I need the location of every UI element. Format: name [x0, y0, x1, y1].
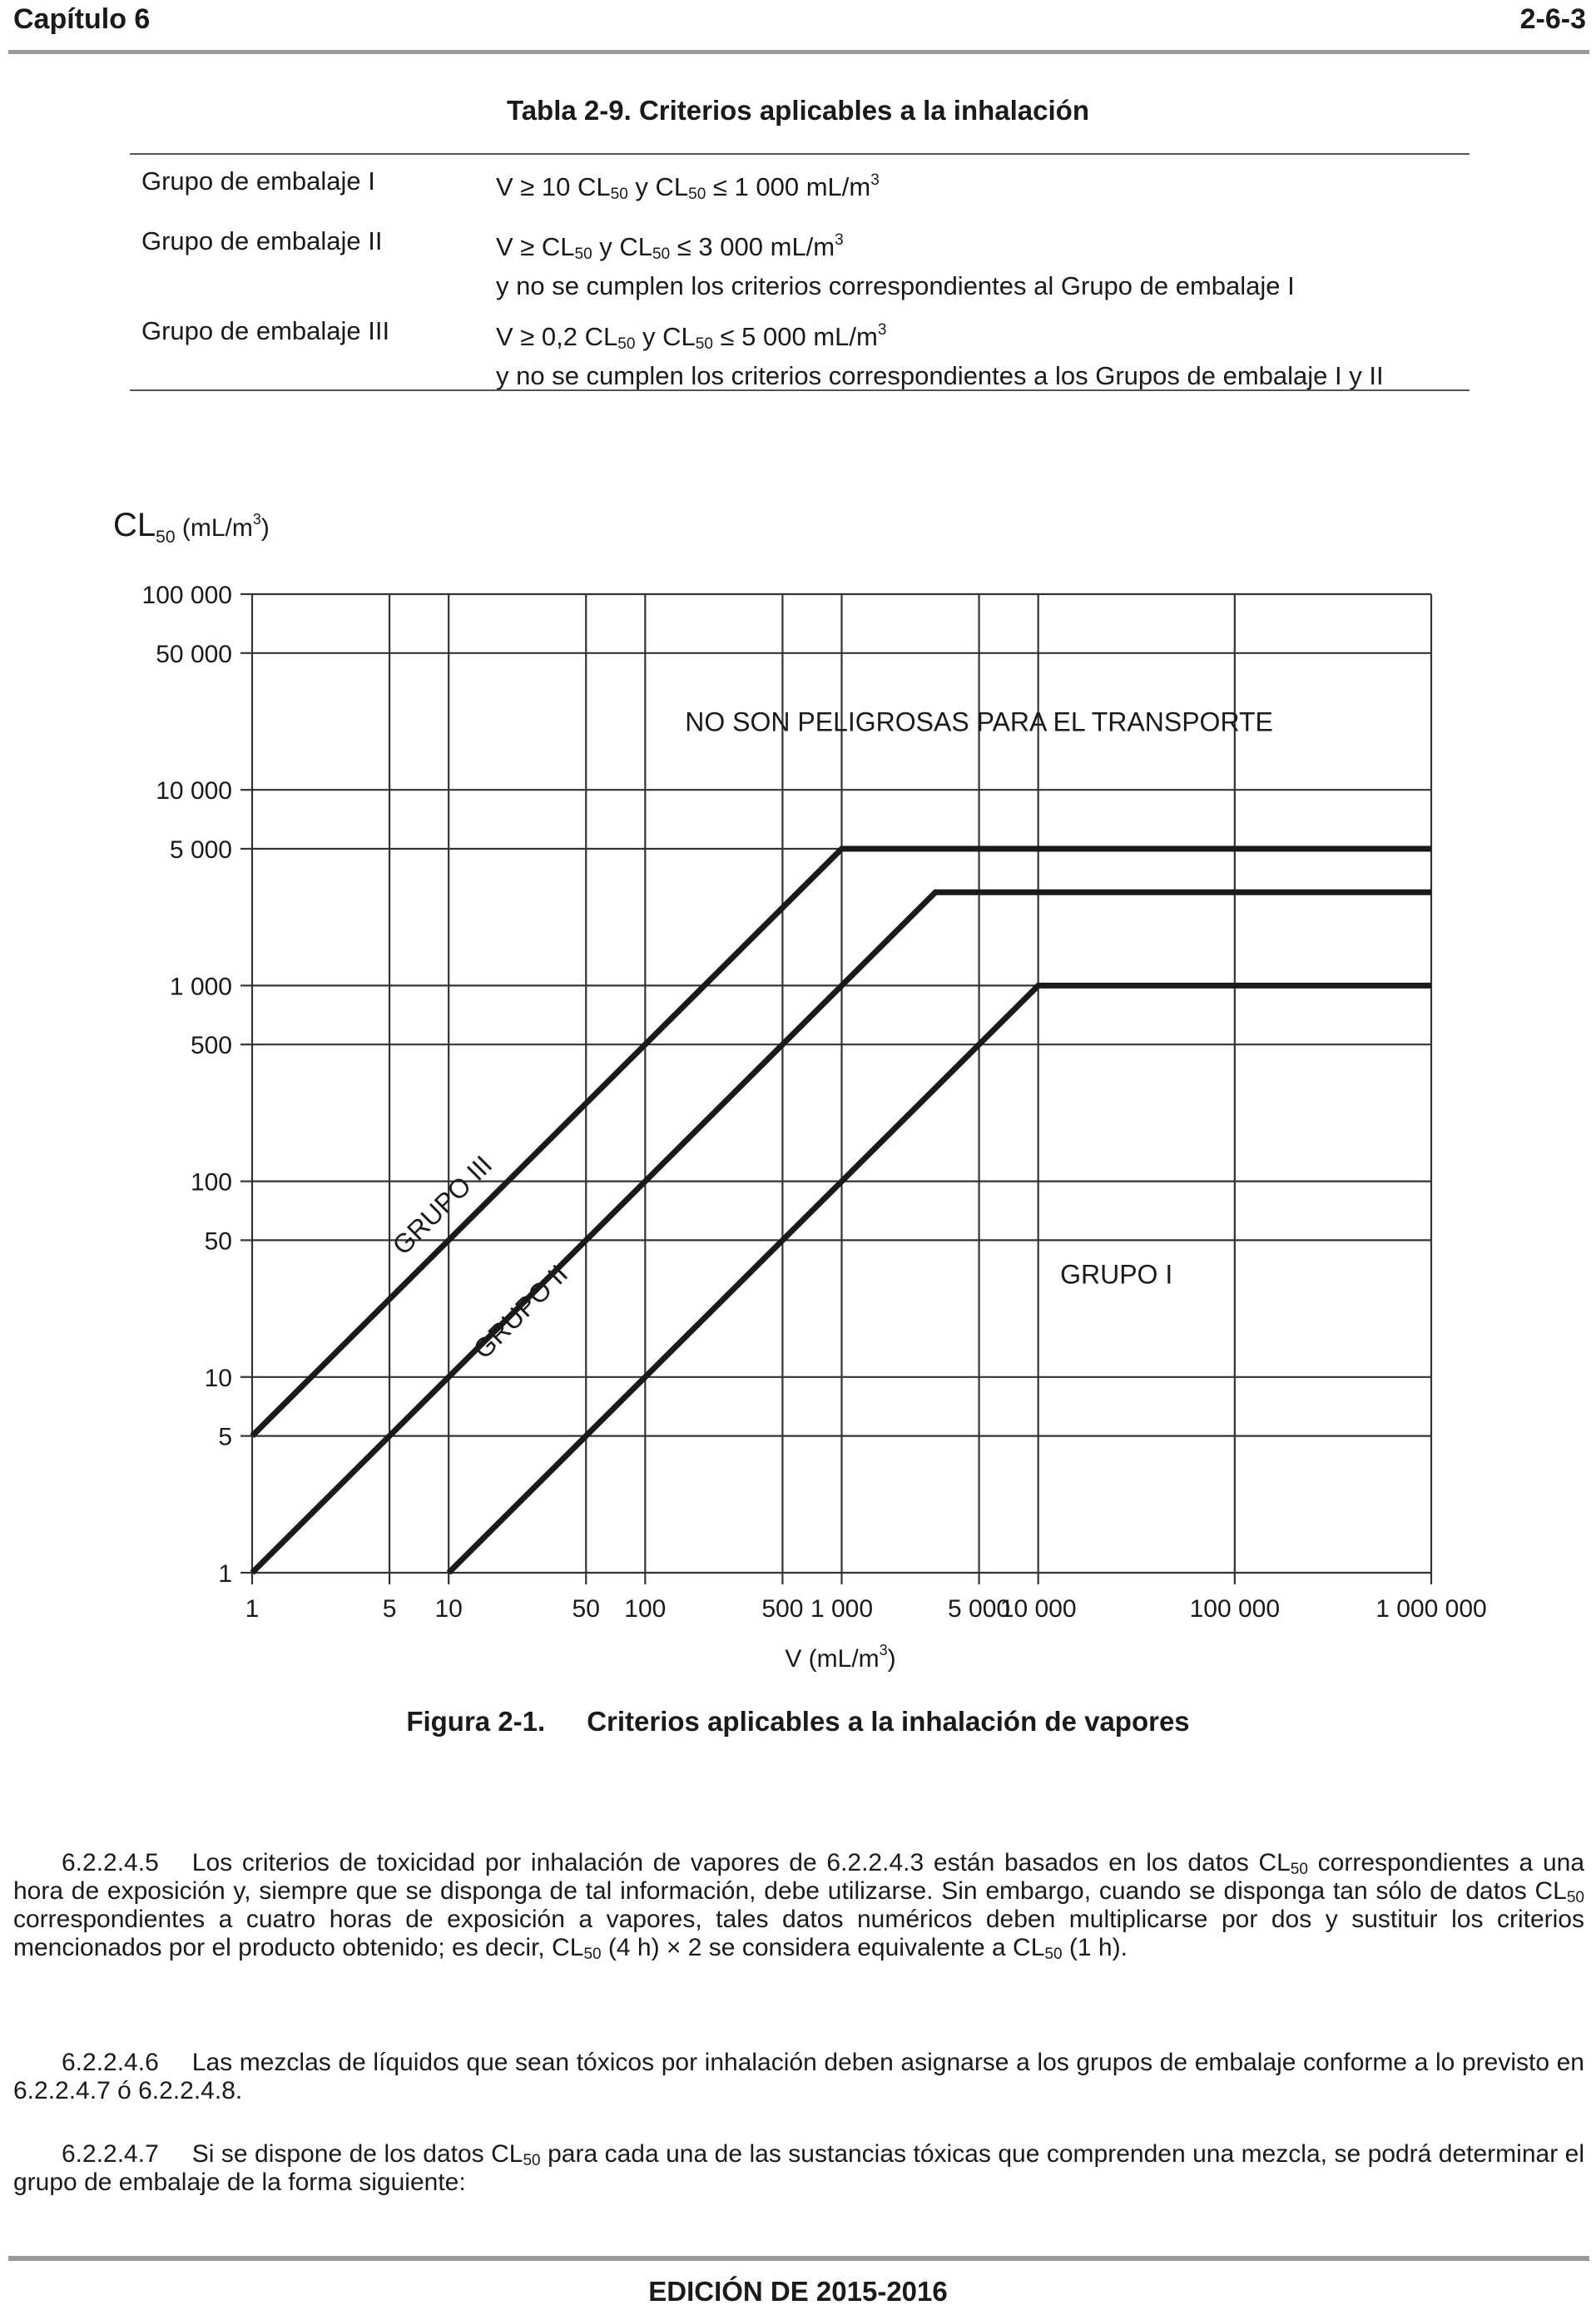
paragraph-number: 6.2.2.4.5 — [62, 1849, 159, 1876]
y-tick-label: 5 — [218, 1424, 232, 1451]
x-tick-label: 100 — [624, 1595, 666, 1623]
paragraph-number: 6.2.2.4.7 — [62, 2140, 159, 2168]
series-line — [446, 982, 1431, 1575]
criteria-superscript: 3 — [877, 321, 887, 339]
x-tick-label: 50 — [572, 1595, 600, 1623]
paragraph-text: para cada una de las sustancias tóxicas … — [13, 2140, 1584, 2196]
criteria-text: ≤ 3 000 mL/m — [670, 232, 835, 261]
table-top-rule — [130, 153, 1470, 155]
criteria-text: y CL — [627, 172, 689, 201]
x-tick-label: 500 — [761, 1595, 803, 1623]
page-number: 2-6-3 — [1519, 3, 1586, 35]
y-tick-label: 50 000 — [156, 641, 232, 668]
paragraph-subscript: 50 — [1566, 1889, 1584, 1906]
criteria-text: V ≥ CL — [496, 232, 575, 261]
edition-footer: EDICIÓN DE 2015-2016 — [648, 2276, 948, 2307]
chart-annotation: NO SON PELIGROSAS PARA EL TRANSPORTE — [685, 706, 1273, 736]
x-tick-label: 10 000 — [1000, 1595, 1077, 1623]
criteria-text: ≤ 5 000 mL/m — [712, 322, 878, 351]
table-row-group: Grupo de embalaje I — [141, 166, 375, 196]
figure-caption: Figura 2-1. Criterios aplicables a la inh… — [0, 1706, 1596, 1737]
criteria-subscript: 50 — [574, 245, 592, 263]
paragraph-subscript: 50 — [583, 1946, 602, 1963]
x-tick-label: 5 000 — [948, 1595, 1010, 1623]
y-tick-labels: 1 5 10 50 100 500 1 000 5 000 10 000 50 000 100 00… — [142, 582, 232, 1588]
paragraph-subscript: 50 — [1290, 1861, 1308, 1878]
y-tick-label: 10 000 — [156, 777, 232, 805]
criteria-text: V ≥ 0,2 CL — [496, 322, 618, 351]
paragraph-text: (4 h) × 2 se considera equivalente a CL — [601, 1934, 1045, 1961]
criteria-subscript: 50 — [610, 186, 628, 203]
table-bottom-rule — [130, 389, 1470, 391]
series-label: GRUPO II — [468, 1259, 573, 1365]
y-tick-label: 5 000 — [170, 836, 232, 864]
y-tick-label: 100 000 — [142, 582, 232, 609]
paragraph-text: Si se dispone de los datos CL — [191, 2140, 523, 2168]
y-axis-title: CL50 (mL/m3) — [113, 507, 270, 547]
series-line — [250, 845, 1431, 1439]
criteria-text: V ≥ 10 CL — [496, 172, 611, 201]
criteria-condition: y no se cumplen los criterios correspond… — [496, 271, 1295, 300]
paragraph-6-2-2-4-6: 6.2.2.4.6 Las mezclas de líquidos que sea… — [13, 2049, 1584, 2105]
paragraph-text: (1 h). — [1062, 1934, 1128, 1961]
criteria-subscript: 50 — [688, 186, 706, 203]
paragraph-text: correspondientes a una hora de exposició… — [13, 1849, 1584, 1905]
series-line — [250, 889, 1431, 1575]
figure-number: Figura 2-1. — [406, 1706, 546, 1737]
figure-title: Criterios aplicables a la inhalación de … — [587, 1706, 1190, 1737]
criteria-text: ≤ 1 000 mL/m — [706, 172, 871, 201]
chart-annotations: NO SON PELIGROSAS PARA EL TRANSPORTE — [685, 706, 1273, 736]
paragraph-text: Los criterios de toxicidad por inhalació… — [191, 1849, 1291, 1876]
x-axis-title: V (mL/m3) — [785, 1642, 895, 1673]
chapter-heading: Capítulo 6 — [13, 3, 151, 35]
paragraph-subscript: 50 — [523, 2152, 541, 2169]
series-label: GRUPO I — [1060, 1260, 1172, 1290]
x-tick-label: 100 000 — [1190, 1595, 1280, 1623]
y-tick-label: 10 — [205, 1365, 232, 1392]
table-row-criteria: V ≥ 10 CL50 y CL50 ≤ 1 000 mL/m3 — [496, 165, 880, 211]
paragraph-6-2-2-4-7: 6.2.2.4.7 Si se dispone de los datos CL50… — [13, 2140, 1584, 2197]
criteria-text: y CL — [592, 232, 653, 261]
table-row-criteria: V ≥ CL50 y CL50 ≤ 3 000 mL/m3 y no se cu… — [496, 225, 1295, 302]
paragraph-text: Las mezclas de líquidos que sean tóxicos… — [13, 2049, 1584, 2104]
x-tick-label: 1 000 — [810, 1595, 873, 1623]
criteria-subscript: 50 — [617, 335, 636, 353]
criteria-subscript: 50 — [695, 335, 713, 353]
criteria-condition: y no se cumplen los criterios correspond… — [496, 361, 1384, 390]
criteria-superscript: 3 — [835, 231, 844, 249]
y-tick-label: 1 — [218, 1560, 232, 1588]
x-tick-label: 10 — [434, 1595, 462, 1623]
table-row-group: Grupo de embalaje II — [141, 226, 383, 255]
paragraph-text: correspondientes a cuatro horas de expos… — [13, 1906, 1584, 1961]
x-tick-label: 1 000 000 — [1375, 1595, 1486, 1623]
paragraph-number: 6.2.2.4.6 — [62, 2049, 159, 2076]
grid-vertical — [250, 594, 1433, 1573]
y-tick-label: 50 — [205, 1227, 232, 1255]
table-title: Tabla 2-9. Criterios aplicables a la inh… — [507, 95, 1089, 126]
paragraph-6-2-2-4-5: 6.2.2.4.5 Los criterios de toxicidad por … — [13, 1849, 1584, 1962]
x-tick-label: 1 — [245, 1595, 260, 1623]
series-lines — [250, 845, 1431, 1575]
y-tick-label: 100 — [191, 1169, 232, 1197]
axis-ticks — [240, 592, 1433, 1584]
header-rule — [8, 50, 1589, 54]
criteria-subscript: 50 — [652, 245, 671, 263]
y-tick-label: 500 — [191, 1032, 232, 1059]
y-tick-label: 1 000 — [170, 973, 232, 1000]
criteria-superscript: 3 — [870, 171, 880, 189]
table-row-criteria: V ≥ 0,2 CL50 y CL50 ≤ 5 000 mL/m3 y no s… — [496, 315, 1384, 392]
criteria-text: y CL — [635, 322, 696, 351]
paragraph-subscript: 50 — [1044, 1946, 1063, 1963]
footer-rule — [8, 2256, 1589, 2261]
table-row-group: Grupo de embalaje III — [141, 316, 390, 345]
x-tick-label: 5 — [383, 1595, 397, 1623]
